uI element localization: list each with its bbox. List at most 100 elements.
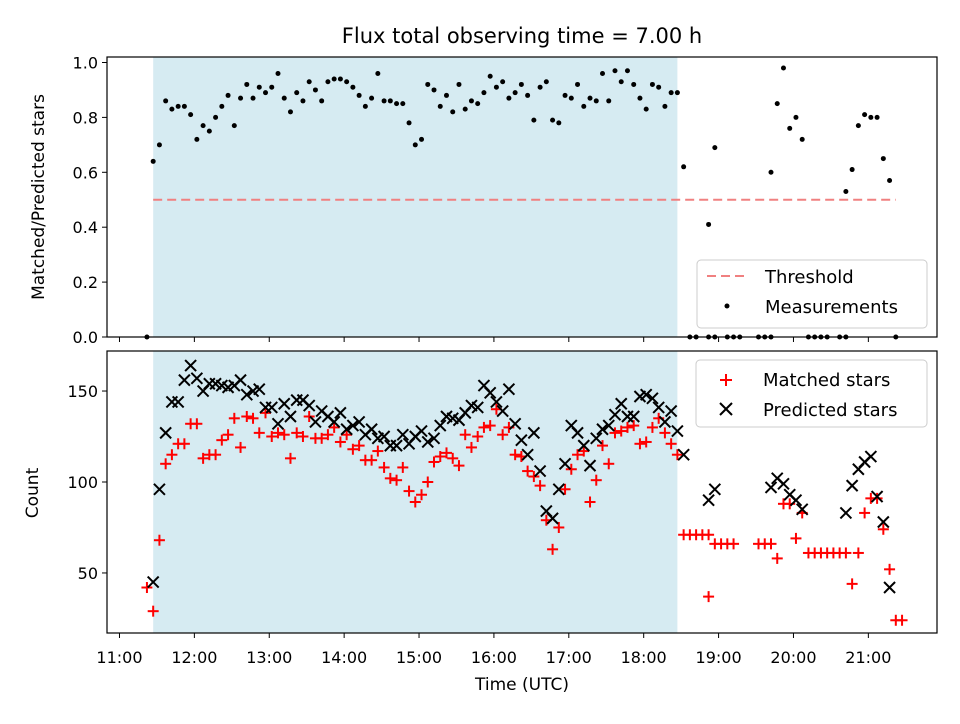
x-tick-label: 16:00 — [471, 648, 517, 667]
legend-measurements-swatch — [724, 303, 730, 309]
measurement-point — [849, 167, 855, 173]
measurement-point — [568, 95, 574, 101]
measurement-point — [275, 70, 281, 76]
matched-star-point — [771, 552, 783, 564]
predicted-star-point — [390, 439, 403, 452]
matched-star-point — [278, 429, 290, 441]
predicted-star-point — [415, 424, 428, 438]
measurement-point — [468, 98, 474, 104]
predicted-star-point — [608, 408, 622, 421]
matched-star-point — [484, 420, 496, 432]
measurement-point — [437, 103, 443, 109]
matched-star-point — [347, 443, 359, 455]
measurement-point — [269, 84, 275, 90]
predicted-star-point — [253, 382, 266, 396]
measurement-point — [668, 90, 674, 96]
measurement-point — [375, 70, 381, 76]
matched-star-point — [646, 421, 658, 433]
measurement-point — [487, 73, 493, 79]
matched-star-point — [210, 449, 222, 461]
matched-star-point — [160, 458, 172, 470]
measurement-point — [300, 98, 306, 104]
measurement-point — [412, 142, 418, 148]
measurement-point — [219, 103, 225, 109]
predicted-star-point — [377, 430, 391, 443]
predicted-star-point — [571, 426, 584, 440]
matched-star-point — [590, 474, 602, 486]
predicted-star-point — [265, 401, 278, 414]
predicted-star-point — [309, 415, 322, 429]
matched-star-point — [852, 547, 864, 559]
matched-star-point — [634, 438, 646, 450]
predicted-star-point — [764, 481, 778, 494]
matched-star-point — [297, 431, 309, 443]
matched-star-point — [703, 529, 715, 541]
measurement-point — [787, 125, 793, 131]
measurement-point — [238, 95, 244, 101]
matched-star-point — [409, 496, 421, 508]
matched-star-point — [353, 440, 365, 452]
matched-star-point — [790, 532, 802, 544]
predicted-star-point — [615, 397, 628, 410]
matched-star-point — [422, 476, 434, 488]
matched-star-point — [584, 496, 596, 508]
predicted-star-point — [278, 397, 291, 410]
matched-star-point — [447, 452, 459, 464]
matched-star-point — [222, 429, 234, 441]
measurement-point — [550, 117, 556, 123]
predicted-star-point — [546, 512, 559, 525]
matched-star-point — [416, 489, 428, 501]
predicted-star-point — [639, 388, 653, 401]
matched-star-point — [334, 436, 346, 448]
measurement-point — [774, 101, 780, 107]
measurement-point — [649, 81, 655, 87]
measurement-point — [462, 106, 468, 112]
matched-star-point — [191, 418, 203, 430]
matched-star-point — [615, 425, 627, 437]
measurement-point — [443, 92, 449, 98]
matched-star-point — [228, 412, 240, 424]
predicted-star-point — [521, 448, 534, 461]
predicted-star-point — [490, 395, 503, 409]
predicted-star-point — [427, 432, 441, 445]
measurement-point — [213, 114, 219, 120]
top-legend: Threshold Measurements — [696, 259, 928, 329]
predicted-star-point — [552, 483, 566, 496]
matched-star-point — [547, 543, 559, 555]
matched-star-point — [572, 449, 584, 461]
predicted-star-point — [789, 493, 803, 507]
measurement-point — [880, 156, 886, 162]
matched-star-point — [178, 438, 190, 450]
x-tick-label: 18:00 — [621, 648, 667, 667]
x-tick-label: 19:00 — [696, 648, 742, 667]
measurement-point — [381, 98, 387, 104]
measurement-point — [325, 79, 331, 85]
predicted-star-point — [558, 457, 572, 471]
measurement-point — [456, 81, 462, 87]
predicted-star-point — [271, 417, 285, 430]
predicted-star-point — [870, 490, 884, 503]
matched-star-point — [253, 427, 265, 439]
predicted-star-point — [496, 404, 509, 418]
measurement-point — [387, 98, 393, 104]
predicted-star-point — [671, 424, 684, 438]
predicted-star-point — [471, 401, 484, 414]
bottom-x-ticks: 11:00 12:00 13:00 14:00 15:00 16:00 17:00 18:00… — [96, 633, 891, 667]
top-y-tick-label: 0.0 — [73, 328, 98, 347]
matched-star-point — [341, 429, 353, 441]
matched-star-point — [216, 434, 228, 446]
matched-star-point — [765, 538, 777, 550]
matched-star-point — [384, 472, 396, 484]
predicted-star-point — [795, 503, 809, 516]
predicted-star-point — [652, 401, 665, 414]
measurement-point — [531, 117, 537, 123]
matched-star-point — [877, 523, 889, 535]
predicted-star-point — [527, 426, 541, 440]
measurement-point — [587, 95, 593, 101]
matched-star-point — [497, 429, 509, 441]
matched-star-point — [859, 507, 871, 519]
measurement-point — [406, 120, 412, 126]
measurement-point — [250, 95, 256, 101]
matched-star-point — [322, 429, 334, 441]
measurement-point — [256, 84, 262, 90]
